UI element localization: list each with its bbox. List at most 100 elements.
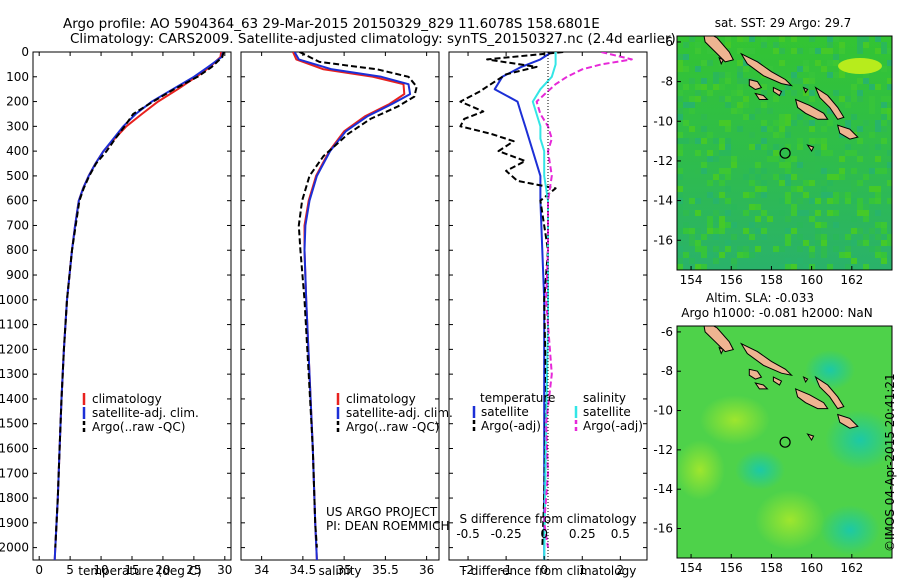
salinity-legend: climatology satellite-adj. clim. Argo(..… xyxy=(336,392,453,434)
sst-pixel xyxy=(719,228,725,234)
sst-pixel xyxy=(833,234,839,240)
sst-pixel xyxy=(791,186,797,192)
sst-pixel xyxy=(725,144,731,150)
sst-pixel xyxy=(821,144,827,150)
sst-pixel xyxy=(737,108,743,114)
map-y-tick-label: -14 xyxy=(653,194,673,208)
sst-pixel xyxy=(743,96,749,102)
sst-pixel xyxy=(851,228,857,234)
island-shape xyxy=(814,375,845,410)
sst-pixel xyxy=(803,90,809,96)
sst-pixel xyxy=(677,114,683,120)
sst-pixel xyxy=(761,180,767,186)
sst-pixel xyxy=(875,36,881,42)
sst-pixel xyxy=(785,228,791,234)
legend-label-t-argo: Argo(-adj) xyxy=(481,419,541,433)
sst-pixel xyxy=(827,72,833,78)
sst-pixel xyxy=(737,168,743,174)
sst-pixel xyxy=(833,192,839,198)
map-x-tick-label: 162 xyxy=(840,273,863,287)
sst-pixel xyxy=(833,72,839,78)
sst-pixel xyxy=(881,42,887,48)
sst-pixel xyxy=(791,120,797,126)
sst-pixel xyxy=(779,60,785,66)
sst-pixel xyxy=(785,192,791,198)
sst-pixel xyxy=(791,174,797,180)
sst-pixel xyxy=(845,192,851,198)
island-shape xyxy=(772,376,783,386)
sst-pixel xyxy=(779,150,785,156)
sst-pixel xyxy=(695,48,701,54)
sst-pixel xyxy=(827,192,833,198)
sst-pixel xyxy=(803,84,809,90)
sst-pixel xyxy=(827,42,833,48)
s-tick-label: -0.5 xyxy=(456,527,479,541)
sst-pixel xyxy=(677,108,683,114)
map-x-tick-label: 162 xyxy=(840,561,863,575)
sla-low-patch-1 xyxy=(825,410,892,470)
map-x-tick-label: 154 xyxy=(680,273,703,287)
sst-pixel xyxy=(791,228,797,234)
sst-pixel xyxy=(839,48,845,54)
sst-pixel xyxy=(857,126,863,132)
sst-pixel xyxy=(779,246,785,252)
depth-tick-label: 1700 xyxy=(0,466,29,480)
island-shape xyxy=(772,86,783,97)
sst-pixel xyxy=(761,102,767,108)
sst-pixel xyxy=(779,162,785,168)
sst-pixel xyxy=(869,246,875,252)
sst-pixel xyxy=(785,264,791,270)
sst-pixel xyxy=(869,198,875,204)
sst-pixel xyxy=(737,102,743,108)
sst-pixel xyxy=(833,198,839,204)
x-tick-label: 5 xyxy=(66,563,74,577)
sst-pixel xyxy=(833,60,839,66)
sst-warm-patch xyxy=(838,58,882,74)
sst-pixel xyxy=(689,108,695,114)
sst-pixel xyxy=(677,60,683,66)
sst-pixel xyxy=(845,102,851,108)
sst-map-title: sat. SST: 29 Argo: 29.7 xyxy=(715,16,852,30)
sst-pixel xyxy=(881,102,887,108)
depth-tick-label: 100 xyxy=(6,70,29,84)
sst-pixel xyxy=(707,180,713,186)
sst-pixel xyxy=(875,198,881,204)
depth-tick-label: 1400 xyxy=(0,392,29,406)
s-tick-label: 0 xyxy=(540,527,548,541)
sst-pixel xyxy=(809,168,815,174)
map-x-tick-label: 158 xyxy=(760,561,783,575)
sst-pixel xyxy=(767,66,773,72)
sst-pixel xyxy=(725,240,731,246)
sst-pixel xyxy=(689,234,695,240)
x-tick-label: 0 xyxy=(540,563,548,577)
sst-pixel xyxy=(767,108,773,114)
sst-pixel xyxy=(689,138,695,144)
x-tick-label: 35.5 xyxy=(372,563,399,577)
sst-pixel xyxy=(803,210,809,216)
sst-pixel xyxy=(839,72,845,78)
sst-pixel xyxy=(833,90,839,96)
sst-pixel xyxy=(743,36,749,42)
sst-pixel xyxy=(881,228,887,234)
map-y-tick-label: -14 xyxy=(653,482,673,496)
x-tick-label: 2 xyxy=(617,563,625,577)
sst-pixel xyxy=(785,198,791,204)
sst-pixel xyxy=(845,264,851,270)
sst-pixel xyxy=(863,36,869,42)
depth-tick-label: 1900 xyxy=(0,516,29,530)
sst-pixel xyxy=(785,84,791,90)
sst-pixel xyxy=(845,144,851,150)
sst-pixel xyxy=(809,198,815,204)
sst-pixel xyxy=(743,48,749,54)
sst-pixel xyxy=(803,162,809,168)
sst-pixel xyxy=(683,54,689,60)
island-shape xyxy=(754,382,769,390)
sst-pixel xyxy=(725,174,731,180)
temperature-panel xyxy=(32,51,232,561)
depth-tick-label: 800 xyxy=(6,243,29,257)
sst-pixel xyxy=(689,36,695,42)
map-axes: 154 156 158 160 162 -6 -8 -10 -12 -14 -16 154 156 158… xyxy=(653,35,863,575)
sst-pixel xyxy=(809,90,815,96)
island-shape xyxy=(806,433,815,441)
sst-pixel xyxy=(683,228,689,234)
